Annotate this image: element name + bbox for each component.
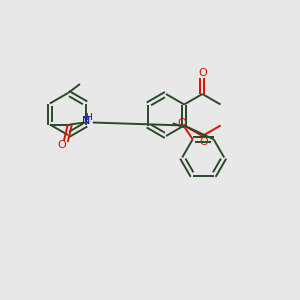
Text: O: O [199, 137, 208, 147]
Text: N: N [82, 116, 90, 127]
Text: O: O [177, 118, 186, 128]
Text: O: O [198, 68, 207, 78]
Text: H: H [85, 113, 92, 122]
Text: O: O [57, 140, 66, 151]
